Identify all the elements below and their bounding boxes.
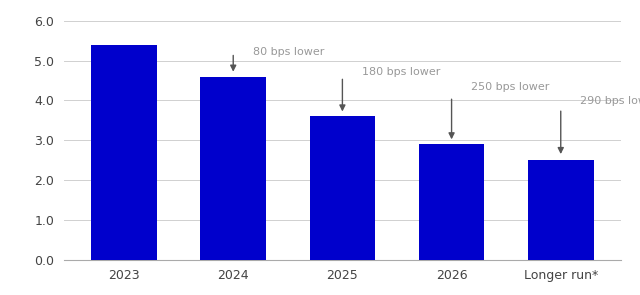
Text: 290 bps lower: 290 bps lower [580, 96, 640, 106]
Text: 80 bps lower: 80 bps lower [253, 47, 324, 57]
Bar [419, 144, 484, 260]
Bar [200, 76, 266, 260]
Text: 250 bps lower: 250 bps lower [471, 83, 550, 93]
Text: 180 bps lower: 180 bps lower [362, 67, 440, 77]
Bar [528, 160, 593, 260]
Bar [310, 116, 375, 260]
Bar [92, 45, 157, 260]
